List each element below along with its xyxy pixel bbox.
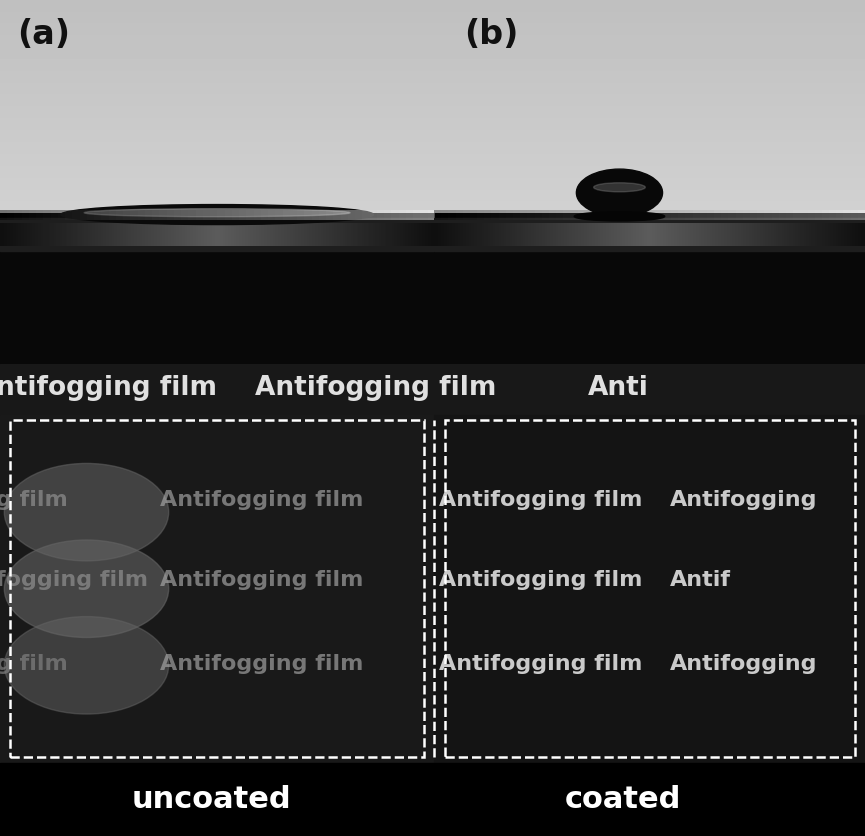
- Text: Antif: Antif: [670, 570, 732, 590]
- Text: Antifogging: Antifogging: [670, 654, 818, 674]
- Bar: [0, 218, 434, 251]
- Text: Antifogging: Antifogging: [670, 490, 818, 510]
- Text: Antifogging film: Antifogging film: [439, 490, 643, 510]
- Text: Antifogging film: Antifogging film: [160, 570, 363, 590]
- Text: uncoated: uncoated: [132, 785, 292, 814]
- Bar: [0, 762, 865, 836]
- Bar: [434, 415, 865, 762]
- Text: g film: g film: [0, 654, 67, 674]
- Ellipse shape: [4, 617, 169, 714]
- Ellipse shape: [84, 209, 350, 217]
- Ellipse shape: [574, 212, 664, 221]
- Text: g film: g film: [0, 490, 67, 510]
- Ellipse shape: [61, 205, 374, 225]
- Text: fogging film: fogging film: [0, 570, 148, 590]
- Bar: [0, 364, 865, 415]
- Bar: [445, 421, 855, 757]
- Bar: [434, 218, 865, 251]
- Bar: [10, 421, 424, 757]
- Text: Antifogging film: Antifogging film: [160, 654, 363, 674]
- Text: Antifogging film: Antifogging film: [160, 490, 363, 510]
- Text: (b): (b): [465, 18, 519, 51]
- Text: Anti: Anti: [588, 375, 649, 401]
- Bar: [0, 232, 434, 364]
- Text: Antifogging film: Antifogging film: [439, 654, 643, 674]
- Ellipse shape: [593, 183, 645, 191]
- Ellipse shape: [576, 169, 663, 217]
- Text: (a): (a): [17, 18, 70, 51]
- Ellipse shape: [4, 540, 169, 638]
- Text: coated: coated: [565, 785, 681, 814]
- Text: Antifogging film: Antifogging film: [439, 570, 643, 590]
- Bar: [434, 232, 865, 364]
- Ellipse shape: [4, 463, 169, 561]
- Bar: [0, 415, 434, 762]
- Text: ntifogging film: ntifogging film: [0, 375, 216, 401]
- Text: Antifogging film: Antifogging film: [255, 375, 497, 401]
